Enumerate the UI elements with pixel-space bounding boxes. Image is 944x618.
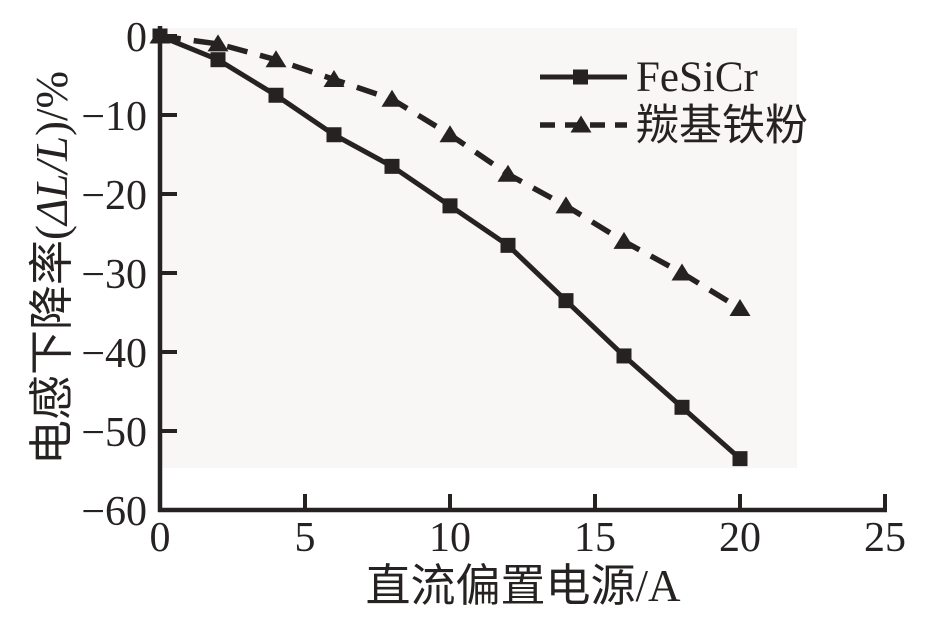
data-point-marker-square [442,198,458,214]
data-point-marker-triangle [381,89,403,107]
svg-text:电感下降率(ΔL/L)/%: 电感下降率(ΔL/L)/% [27,71,77,465]
y-tick-label: 0 [126,15,147,61]
data-point-marker-square [268,87,284,103]
legend-triangle-marker-icon [570,115,592,133]
x-tick-label: 10 [429,515,471,561]
x-tick-label: 25 [864,515,906,561]
data-point-marker-triangle [323,69,345,87]
legend: FeSiCr 羰基铁粉 [540,54,808,150]
axes: 0 −10 −20 −30 −40 −50 −60 0 5 10 15 20 25 [81,15,906,561]
data-point-marker-triangle [265,50,287,68]
y-tick-label: −10 [81,94,147,140]
data-point-marker-square [732,451,748,467]
x-axis-title: 直流偏置电源/A [365,561,681,611]
data-point-marker-square [674,399,690,415]
x-tick-label: 0 [150,515,171,561]
data-point-marker-square [152,28,168,44]
y-tick-label: −20 [81,173,147,219]
legend-item-carbonyl-iron: 羰基铁粉 [540,103,808,150]
data-point-marker-triangle [207,34,229,52]
data-point-marker-square [326,127,342,143]
data-point-marker-triangle [729,299,751,317]
x-axis-ticks: 0 5 10 15 20 25 [150,494,906,561]
data-point-marker-square [616,348,632,364]
y-tick-label: −30 [81,252,147,298]
data-point-marker-triangle [671,263,693,281]
legend-item-fesicr: FeSiCr [540,54,758,101]
legend-label-fesicr: FeSiCr [636,54,758,101]
y-tick-label: −60 [81,489,147,535]
y-tick-label: −50 [81,410,147,456]
legend-square-marker-icon [573,69,588,85]
data-point-marker-square [500,237,516,253]
data-point-marker-triangle [497,164,519,182]
data-point-marker-triangle [613,231,635,249]
data-point-marker-triangle [439,125,461,143]
legend-label-carbonyl-iron: 羰基铁粉 [636,103,808,150]
x-tick-label: 15 [574,515,616,561]
data-point-marker-square [558,293,574,309]
y-axis-title: 电感下降率(ΔL/L)/% [27,71,77,465]
y-axis-ticks: 0 −10 −20 −30 −40 −50 −60 [81,15,177,535]
data-point-marker-triangle [555,196,577,214]
y-tick-label: −40 [81,331,147,377]
data-point-marker-square [210,52,226,68]
x-tick-label: 20 [719,515,761,561]
plot-area-background [162,28,797,468]
data-point-marker-square [384,158,400,174]
series-layer [149,26,751,467]
x-tick-label: 5 [295,515,316,561]
